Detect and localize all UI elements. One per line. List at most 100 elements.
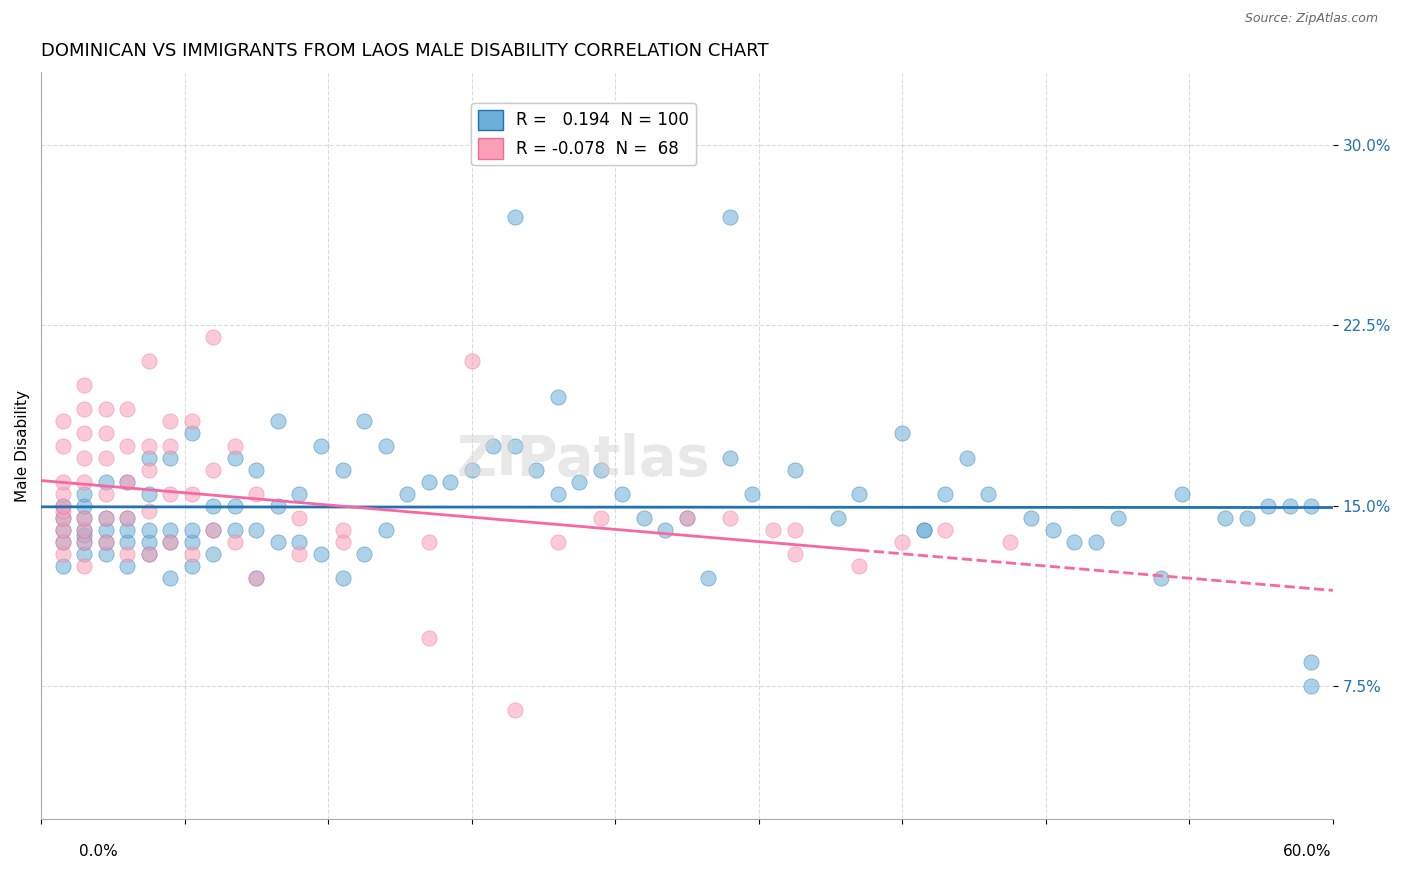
Point: [52, 534, 75, 549]
Point: [396, 486, 419, 500]
Point: [138, 503, 160, 517]
Point: [138, 547, 160, 561]
Text: DOMINICAN VS IMMIGRANTS FROM LAOS MALE DISABILITY CORRELATION CHART: DOMINICAN VS IMMIGRANTS FROM LAOS MALE D…: [41, 42, 769, 60]
Point: [52, 499, 75, 513]
Point: [676, 510, 699, 524]
Point: [94, 450, 117, 465]
Point: [718, 510, 741, 524]
Point: [224, 450, 246, 465]
Point: [115, 438, 138, 452]
Point: [138, 547, 160, 561]
Point: [697, 571, 720, 585]
Point: [956, 450, 979, 465]
Point: [848, 486, 870, 500]
Point: [115, 558, 138, 573]
Point: [1213, 510, 1236, 524]
Point: [94, 510, 117, 524]
Point: [73, 547, 96, 561]
Point: [1301, 679, 1323, 693]
Point: [138, 450, 160, 465]
Point: [977, 486, 1000, 500]
Point: [676, 510, 699, 524]
Point: [482, 438, 505, 452]
Point: [180, 426, 202, 441]
Point: [439, 475, 461, 489]
Point: [115, 510, 138, 524]
Point: [1301, 499, 1323, 513]
Point: [332, 571, 354, 585]
Point: [1278, 499, 1301, 513]
Point: [159, 414, 181, 428]
Point: [73, 426, 96, 441]
Point: [1042, 523, 1064, 537]
Point: [912, 523, 935, 537]
Point: [94, 426, 117, 441]
Point: [52, 414, 75, 428]
Point: [180, 534, 202, 549]
Point: [1301, 655, 1323, 669]
Point: [180, 558, 202, 573]
Point: [848, 558, 870, 573]
Point: [115, 523, 138, 537]
Point: [52, 510, 75, 524]
Point: [309, 547, 332, 561]
Point: [224, 499, 246, 513]
Point: [267, 414, 290, 428]
Point: [73, 510, 96, 524]
Point: [73, 523, 96, 537]
Point: [52, 523, 75, 537]
Point: [94, 523, 117, 537]
Point: [1236, 510, 1258, 524]
Point: [288, 534, 311, 549]
Point: [73, 534, 96, 549]
Point: [94, 475, 117, 489]
Point: [159, 438, 181, 452]
Point: [202, 330, 225, 344]
Point: [180, 486, 202, 500]
Text: 0.0%: 0.0%: [79, 845, 118, 859]
Point: [762, 523, 785, 537]
Point: [1149, 571, 1171, 585]
Point: [418, 475, 440, 489]
Point: [115, 402, 138, 417]
Point: [202, 547, 225, 561]
Point: [245, 486, 267, 500]
Point: [52, 438, 75, 452]
Point: [503, 703, 526, 717]
Point: [891, 534, 914, 549]
Point: [783, 547, 806, 561]
Point: [934, 486, 956, 500]
Point: [288, 486, 311, 500]
Point: [1171, 486, 1194, 500]
Point: [912, 523, 935, 537]
Point: [332, 462, 354, 476]
Point: [1021, 510, 1043, 524]
Point: [115, 510, 138, 524]
Text: Source: ZipAtlas.com: Source: ZipAtlas.com: [1244, 12, 1378, 25]
Point: [202, 523, 225, 537]
Legend: R =   0.194  N = 100, R = -0.078  N =  68: R = 0.194 N = 100, R = -0.078 N = 68: [471, 103, 696, 166]
Point: [288, 547, 311, 561]
Point: [418, 631, 440, 645]
Point: [202, 523, 225, 537]
Point: [568, 475, 591, 489]
Point: [998, 534, 1021, 549]
Point: [73, 558, 96, 573]
Point: [547, 390, 569, 404]
Point: [1063, 534, 1085, 549]
Point: [138, 534, 160, 549]
Point: [138, 523, 160, 537]
Y-axis label: Male Disability: Male Disability: [15, 390, 30, 501]
Point: [224, 438, 246, 452]
Point: [115, 475, 138, 489]
Point: [94, 534, 117, 549]
Point: [138, 486, 160, 500]
Text: ZIPatlas: ZIPatlas: [457, 434, 710, 487]
Point: [159, 486, 181, 500]
Point: [73, 486, 96, 500]
Point: [332, 523, 354, 537]
Point: [94, 486, 117, 500]
Point: [245, 571, 267, 585]
Point: [159, 450, 181, 465]
Point: [245, 523, 267, 537]
